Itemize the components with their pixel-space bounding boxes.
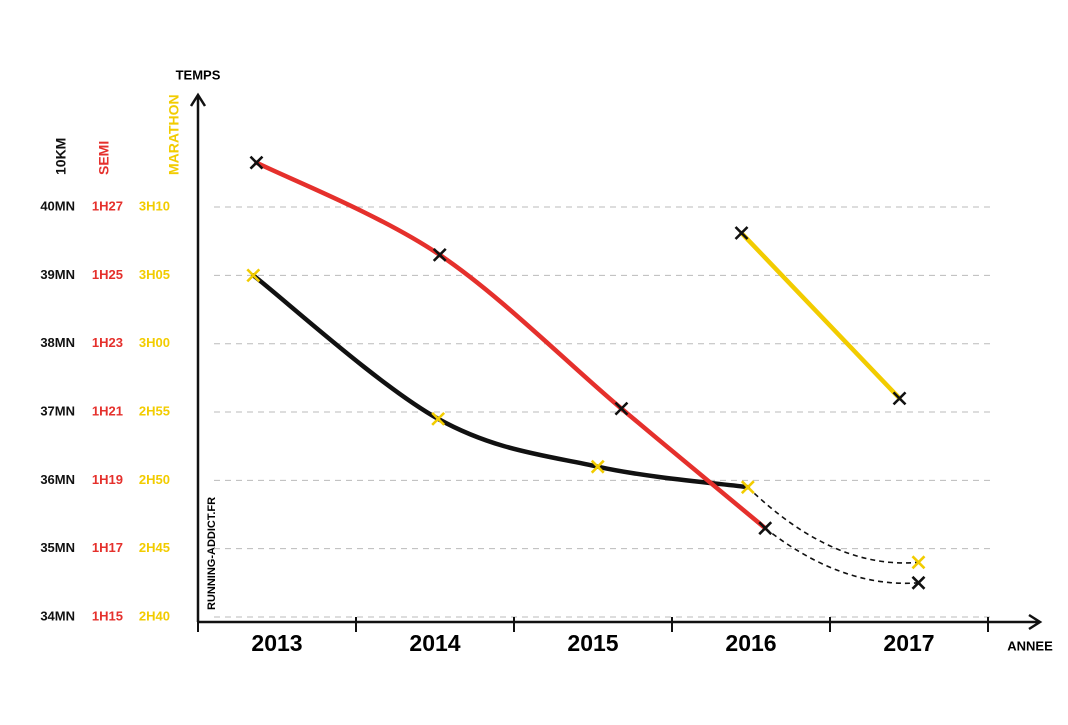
series-line-dashed xyxy=(747,486,919,564)
x-axis-title: ANNEE xyxy=(1007,638,1053,653)
y-tick-label: 2H45 xyxy=(139,540,170,555)
marker xyxy=(911,555,926,570)
y-tick-label: 1H21 xyxy=(92,403,123,418)
y-tick-label: 38MN xyxy=(40,335,75,350)
y-axis xyxy=(189,92,207,622)
y-tick-label: 3H10 xyxy=(139,198,170,213)
marker xyxy=(614,401,629,416)
marker xyxy=(431,411,446,426)
y-tick-label: 3H05 xyxy=(139,267,170,282)
y-tick-label: 34MN xyxy=(40,608,75,623)
x-tick-label: 2016 xyxy=(725,630,776,656)
x-axis xyxy=(198,613,1043,631)
y-axis-title: TEMPS xyxy=(176,67,221,82)
legend-label: SEMI xyxy=(96,141,112,175)
marker xyxy=(734,226,749,240)
x-tick-label: 2015 xyxy=(567,630,618,656)
marker xyxy=(740,480,755,495)
x-tick-label: 2014 xyxy=(409,630,460,656)
y-tick-label: 40MN xyxy=(40,198,75,213)
y-tick-label: 1H27 xyxy=(92,198,123,213)
series-line xyxy=(251,273,751,490)
marker xyxy=(432,247,447,262)
watermark: RUNNING-ADDICT.FR xyxy=(206,497,218,610)
y-tick-label: 2H50 xyxy=(139,472,170,487)
y-tick-label: 2H40 xyxy=(139,608,170,623)
y-tick-label: 1H15 xyxy=(92,608,123,623)
marker xyxy=(246,268,261,283)
y-tick-label: 2H55 xyxy=(139,403,170,418)
series-line-dashed xyxy=(764,527,919,585)
marker xyxy=(892,391,907,406)
marker xyxy=(590,459,605,474)
y-tick-label: 1H25 xyxy=(92,267,123,282)
legend-label: MARATHON xyxy=(166,94,182,175)
marker xyxy=(911,575,926,590)
y-tick-label: 1H17 xyxy=(92,540,123,555)
series-line xyxy=(254,160,768,531)
x-tick-label: 2017 xyxy=(883,630,934,656)
series-line xyxy=(739,230,902,401)
y-tick-label: 35MN xyxy=(40,540,75,555)
legend-label: 10KM xyxy=(53,138,69,175)
y-tick-label: 1H23 xyxy=(92,335,123,350)
marker xyxy=(758,521,773,536)
y-tick-label: 1H19 xyxy=(92,472,123,487)
y-tick-label: 37MN xyxy=(40,403,75,418)
marker xyxy=(249,155,264,170)
y-tick-label: 3H00 xyxy=(139,335,170,350)
y-tick-label: 39MN xyxy=(40,267,75,282)
y-tick-label: 36MN xyxy=(40,472,75,487)
x-tick-label: 2013 xyxy=(251,630,302,656)
